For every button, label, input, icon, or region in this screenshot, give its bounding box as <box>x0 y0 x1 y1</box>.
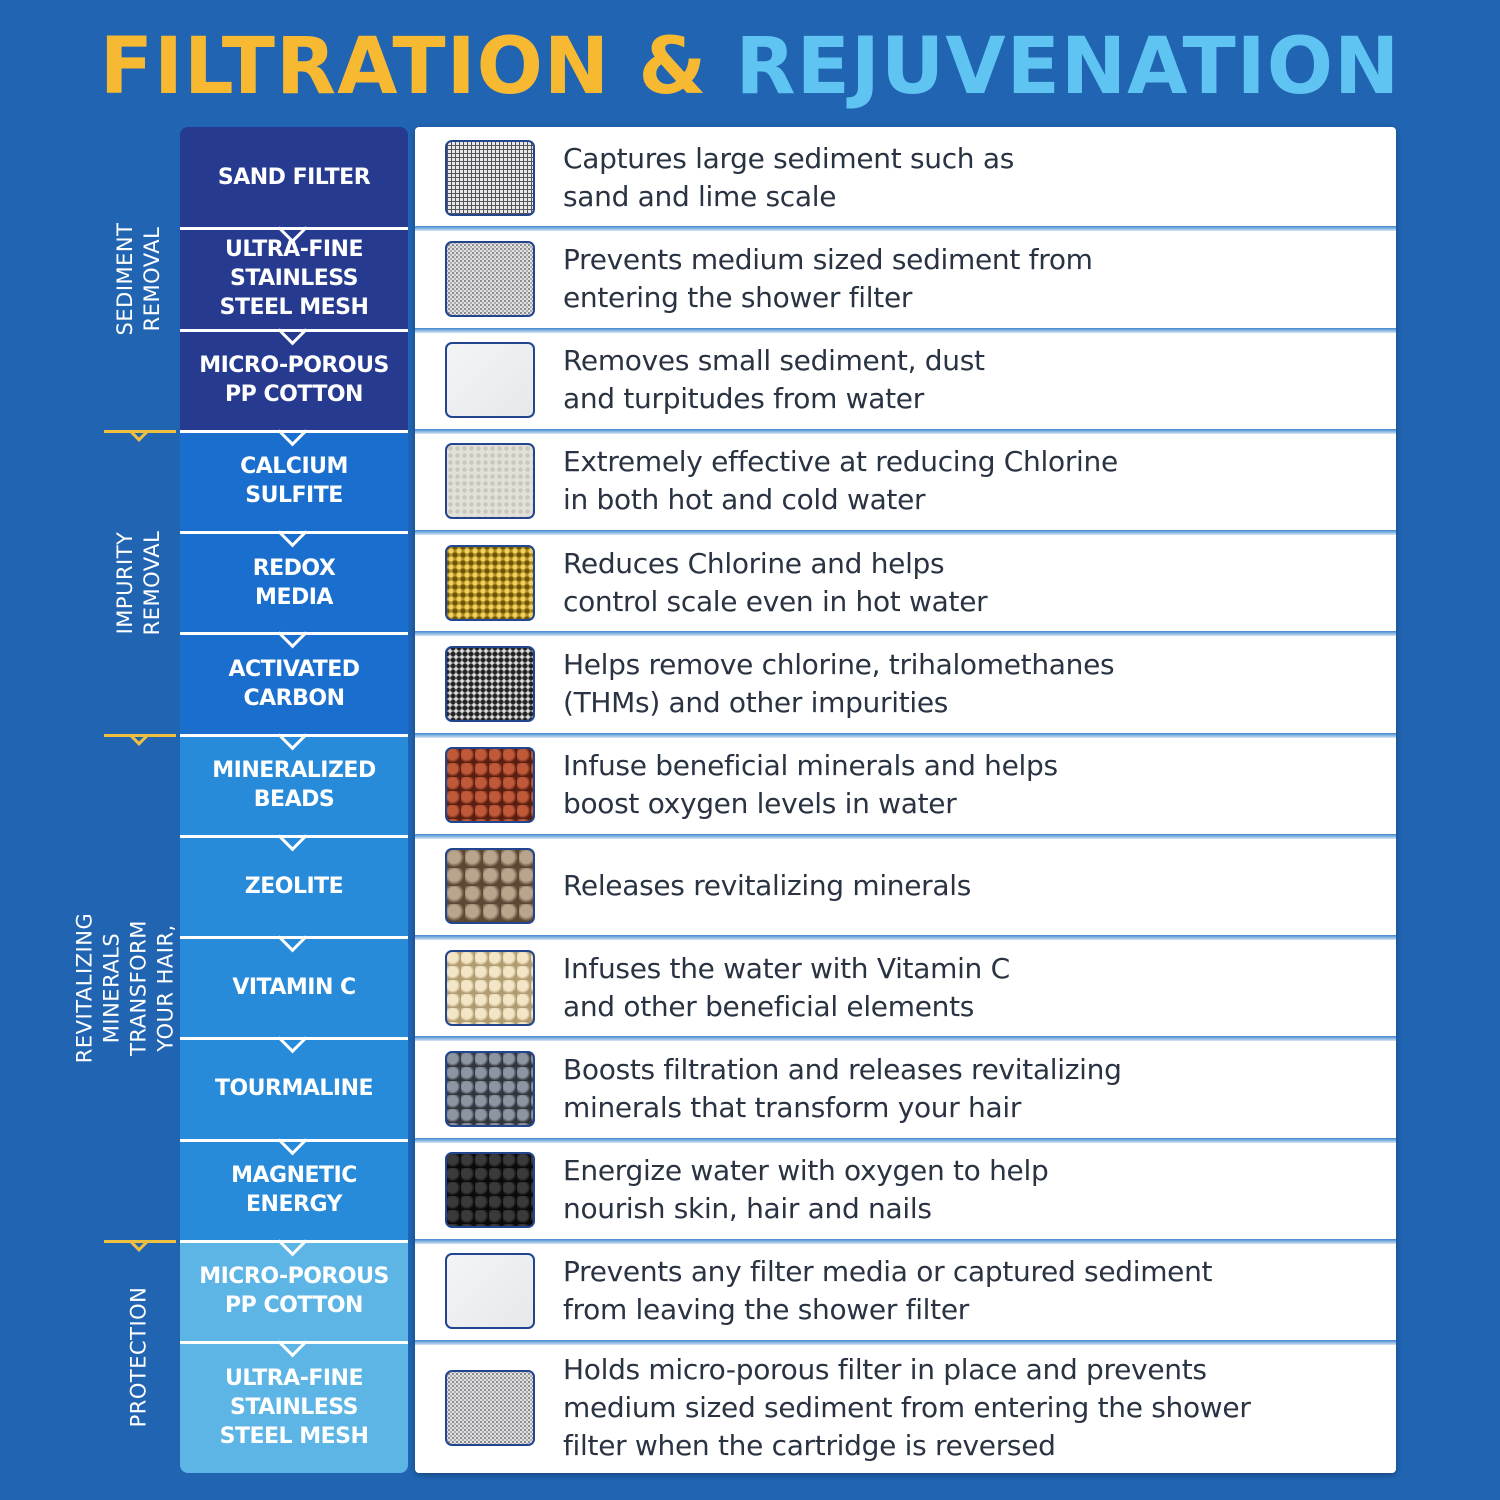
stage-row: Prevents any filter media or captured se… <box>415 1241 1396 1342</box>
row-divider <box>415 631 1396 637</box>
stage-label: SAND FILTER <box>180 127 408 229</box>
stage-row: Reduces Chlorine and helps control scale… <box>415 532 1396 633</box>
stage-label: MICRO-POROUS PP COTTON <box>180 1240 408 1342</box>
stage-description: Energize water with oxygen to help nouri… <box>563 1154 1049 1226</box>
stage-row: Captures large sediment such as sand and… <box>415 127 1396 228</box>
stage-description: Helps remove chlorine, trihalomethanes (… <box>563 647 1115 719</box>
media-swatch-cream-beads <box>445 949 535 1026</box>
media-swatch-white-cotton <box>445 342 535 419</box>
stage-description: Removes small sediment, dust and turpitu… <box>563 344 985 416</box>
stage-label: REDOX MEDIA <box>180 532 408 634</box>
row-divider <box>415 935 1396 940</box>
stage-divider <box>180 1138 408 1142</box>
stage-row: Removes small sediment, dust and turpitu… <box>415 330 1396 431</box>
stage-divider <box>180 429 408 433</box>
media-swatch-fine-mesh <box>445 240 535 317</box>
group-2: REVITALIZING MINERALS TRANSFORM YOUR HAI… <box>73 735 205 1241</box>
stage-divider <box>180 1239 408 1243</box>
row-divider <box>415 1036 1396 1042</box>
stage-divider <box>180 531 408 534</box>
title-part-rejuvenation: REJUVENATION <box>735 22 1401 112</box>
stage-row: Helps remove chlorine, trihalomethanes (… <box>415 633 1396 734</box>
row-divider <box>415 1238 1396 1244</box>
stage-row: Energize water with oxygen to help nouri… <box>415 1140 1396 1241</box>
stage-label: ULTRA-FINE STAINLESS STEEL MESH <box>180 1342 408 1473</box>
stage-description: Holds micro-porous filter in place and p… <box>563 1352 1251 1462</box>
stage-description: Reduces Chlorine and helps control scale… <box>563 546 988 618</box>
stage-divider <box>180 1341 408 1344</box>
row-divider <box>415 833 1396 839</box>
group-divider <box>104 429 176 433</box>
row-divider <box>415 1340 1396 1345</box>
media-swatch-white-granules <box>445 443 535 520</box>
row-divider <box>415 1137 1396 1143</box>
stage-description: Releases revitalizing minerals <box>563 869 972 903</box>
stage-divider <box>180 1037 408 1041</box>
media-swatch-fine-mesh <box>445 1369 535 1446</box>
stage-label: TOURMALINE <box>180 1038 408 1140</box>
stage-label: CALCIUM SULFITE <box>180 430 408 532</box>
stage-description: Infuse beneficial minerals and helps boo… <box>563 749 1058 821</box>
stage-row: Releases revitalizing minerals <box>415 836 1396 937</box>
stage-row: Holds micro-porous filter in place and p… <box>415 1342 1396 1473</box>
stage-label: ULTRA-FINE STAINLESS STEEL MESH <box>180 228 408 330</box>
description-panel: Captures large sediment such as sand and… <box>415 127 1396 1473</box>
stage-description: Prevents any filter media or captured se… <box>563 1255 1213 1327</box>
stage-row: Infuse beneficial minerals and helps boo… <box>415 735 1396 836</box>
stage-divider <box>180 328 408 332</box>
media-swatch-grid-mesh <box>445 139 535 216</box>
stage-divider <box>180 632 408 636</box>
group-0: SEDIMENT REMOVAL <box>100 127 178 431</box>
infographic-title: FILTRATION & REJUVENATION <box>0 22 1500 112</box>
media-swatch-white-cotton <box>445 1253 535 1330</box>
stage-label: ZEOLITE <box>180 835 408 937</box>
stage-column: SAND FILTER ULTRA-FINE STAINLESS STEEL ME… <box>180 127 408 1473</box>
media-swatch-tan-beads <box>445 848 535 925</box>
stage-divider <box>180 834 408 838</box>
stage-description: Captures large sediment such as sand and… <box>563 141 1014 213</box>
row-divider <box>415 428 1396 434</box>
group-divider <box>104 1239 176 1243</box>
group-label: IMPURITY REMOVAL <box>113 530 164 635</box>
stage-row: Infuses the water with Vitamin C and oth… <box>415 937 1396 1038</box>
media-swatch-black-beads <box>445 1152 535 1229</box>
title-part-filtration: FILTRATION & <box>99 22 708 112</box>
stage-description: Boosts filtration and releases revitaliz… <box>563 1052 1122 1124</box>
media-swatch-red-beads <box>445 747 535 824</box>
stage-description: Extremely effective at reducing Chlorine… <box>563 445 1118 517</box>
stage-label: MINERALIZED BEADS <box>180 734 408 836</box>
stage-description: Prevents medium sized sediment from ente… <box>563 242 1093 314</box>
stage-label: ACTIVATED CARBON <box>180 633 408 735</box>
group-3: PROTECTION <box>100 1241 178 1473</box>
row-divider <box>415 732 1396 738</box>
group-1: IMPURITY REMOVAL <box>100 431 178 735</box>
stage-label: MICRO-POROUS PP COTTON <box>180 329 408 431</box>
stage-row: Prevents medium sized sediment from ente… <box>415 228 1396 329</box>
stage-description: Infuses the water with Vitamin C and oth… <box>563 951 1010 1023</box>
stage-label: MAGNETIC ENERGY <box>180 1139 408 1241</box>
media-swatch-gold-flakes <box>445 544 535 621</box>
row-divider <box>415 226 1396 232</box>
stage-row: Boosts filtration and releases revitaliz… <box>415 1038 1396 1139</box>
row-divider <box>415 327 1396 333</box>
stage-row: Extremely effective at reducing Chlorine… <box>415 431 1396 532</box>
stage-label: VITAMIN C <box>180 937 408 1039</box>
group-divider <box>104 733 176 737</box>
media-swatch-gray-beads <box>445 1050 535 1127</box>
stage-divider <box>180 936 408 939</box>
group-label: PROTECTION <box>126 1286 151 1428</box>
stage-divider <box>180 227 408 231</box>
media-swatch-gray-carbon <box>445 645 535 722</box>
stage-divider <box>180 733 408 737</box>
row-divider <box>415 530 1396 535</box>
group-label: SEDIMENT REMOVAL <box>113 222 164 336</box>
